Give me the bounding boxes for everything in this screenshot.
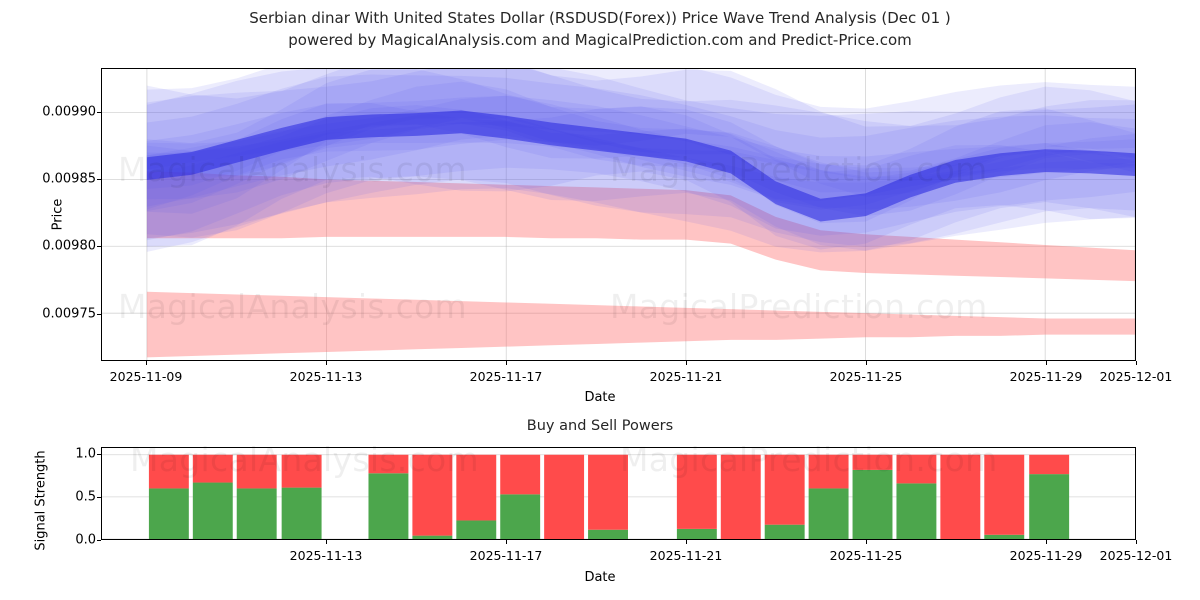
price-xtick-label: 2025-11-29	[1009, 369, 1083, 384]
price-yaxis-label: Price	[50, 198, 66, 231]
price-xaxis-label: Date	[584, 390, 616, 405]
buy-sell-svg	[102, 454, 1135, 539]
price-ytick-label: 0.00985	[42, 171, 96, 187]
signal-xtick-label: 2025-11-21	[649, 548, 723, 563]
price-xtick-mark	[326, 361, 327, 365]
price-xtick-mark	[1136, 361, 1137, 365]
signal-ytick-label: 1.0	[75, 446, 96, 462]
signal-xtick-label: 2025-12-01	[1099, 548, 1173, 563]
price-xtick-mark	[146, 361, 147, 365]
price-xtick-mark	[866, 361, 867, 365]
price-xtick-label: 2025-11-25	[829, 369, 903, 384]
price-wave-plot-area	[101, 68, 1136, 361]
figure-title-line2: powered by MagicalAnalysis.com and Magic…	[288, 31, 912, 49]
price-xtick-label: 2025-11-09	[109, 369, 183, 384]
price-xtick-mark	[686, 361, 687, 365]
price-xtick-label: 2025-11-13	[289, 369, 363, 384]
signal-xtick-label: 2025-11-29	[1009, 548, 1083, 563]
signal-ytick-label: 0.0	[75, 532, 96, 548]
signal-xtick-mark	[686, 540, 687, 544]
signal-ytick-mark	[97, 453, 101, 455]
buy-sell-plot-area	[101, 447, 1136, 540]
price-ytick-label: 0.00980	[42, 238, 96, 254]
price-wave-bands	[146, 69, 1135, 358]
price-ytick-mark	[97, 313, 101, 315]
signal-xtick-mark	[1136, 540, 1137, 544]
price-ytick-mark	[97, 179, 101, 181]
signal-ytick-mark	[97, 540, 101, 541]
signal-yaxis-label: Signal Strength	[33, 450, 49, 551]
signal-xtick-mark	[326, 540, 327, 544]
price-ytick-label: 0.00975	[42, 306, 96, 322]
signal-xtick-label: 2025-11-17	[469, 548, 543, 563]
price-xtick-label: 2025-12-01	[1099, 369, 1173, 384]
price-ytick-label: 0.00990	[42, 104, 96, 120]
price-xtick-label: 2025-11-21	[649, 369, 723, 384]
signal-xtick-mark	[506, 540, 507, 544]
price-xtick-mark	[1046, 361, 1047, 365]
signal-xtick-label: 2025-11-13	[289, 548, 363, 563]
signal-xtick-mark	[866, 540, 867, 544]
price-wave-svg	[102, 69, 1135, 360]
price-xtick-label: 2025-11-17	[469, 369, 543, 384]
signal-ytick-mark	[97, 496, 101, 498]
price-ytick-mark	[97, 246, 101, 248]
price-ytick-mark	[97, 111, 101, 113]
signal-xtick-mark	[1046, 540, 1047, 544]
signal-bars-group	[148, 454, 1070, 539]
signal-ytick-label: 0.5	[75, 489, 96, 505]
price-xtick-mark	[506, 361, 507, 365]
signal-xaxis-label: Date	[584, 570, 616, 585]
figure-title-line1: Serbian dinar With United States Dollar …	[249, 9, 951, 27]
signal-chart-title: Buy and Sell Powers	[526, 418, 674, 434]
signal-xtick-label: 2025-11-25	[829, 548, 903, 563]
